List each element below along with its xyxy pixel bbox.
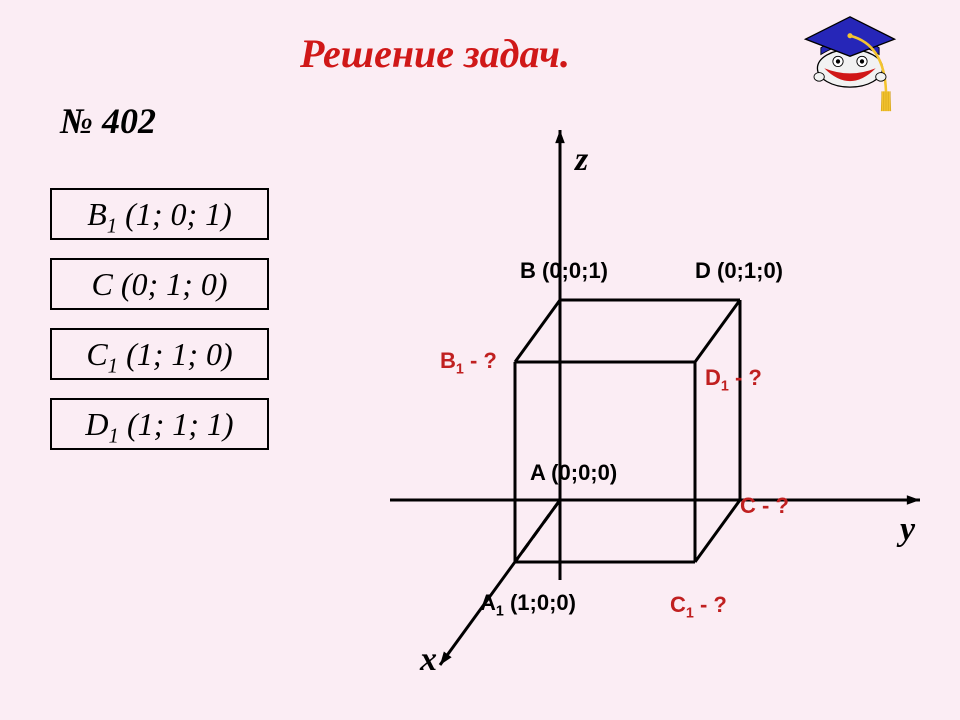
svg-text:y: y <box>896 511 916 548</box>
answer-box-3: D1 (1; 1; 1) <box>50 398 269 450</box>
svg-text:B (0;0;1): B (0;0;1) <box>520 258 608 283</box>
problem-number: № 402 <box>60 100 156 142</box>
svg-text:B1 - ?: B1 - ? <box>440 348 497 378</box>
answer-box-2: C1 (1; 1; 0) <box>50 328 269 380</box>
svg-text:C - ?: C - ? <box>740 493 789 518</box>
answer-box-0: B1 (1; 0; 1) <box>50 188 269 240</box>
svg-text:D (0;1;0): D (0;1;0) <box>695 258 783 283</box>
svg-text:A1 (1;0;0): A1 (1;0;0) <box>480 590 576 620</box>
svg-text:C1 - ?: C1 - ? <box>670 592 727 622</box>
svg-text:z: z <box>574 141 589 178</box>
cube-diagram: z y x B (0;0;1) D (0;1;0) A (0;0;0) A1 (1;0;0)… <box>360 110 960 710</box>
answer-box-1: C (0; 1; 0) <box>50 258 269 310</box>
slide-title: Решение задач. <box>300 30 570 77</box>
graduation-cap-icon <box>790 10 910 130</box>
svg-text:x: x <box>419 641 437 678</box>
svg-text:D1 - ?: D1 - ? <box>705 365 762 395</box>
svg-text:A (0;0;0): A (0;0;0) <box>530 460 617 485</box>
